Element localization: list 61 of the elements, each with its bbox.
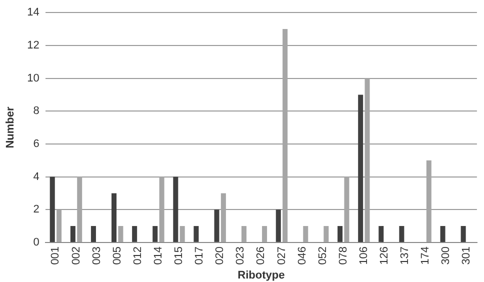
bar xyxy=(241,226,246,242)
x-tick-label: 301 xyxy=(460,246,473,265)
x-tick-label: 046 xyxy=(296,246,308,265)
x-axis-title: Ribotype xyxy=(238,269,285,282)
bar xyxy=(276,210,281,242)
y-tick-label: 4 xyxy=(33,170,40,183)
bar xyxy=(399,226,404,242)
x-tick-label: 027 xyxy=(276,246,288,265)
bar xyxy=(214,210,220,242)
bar xyxy=(324,226,329,242)
bar xyxy=(282,29,288,242)
bar xyxy=(262,226,268,242)
bar xyxy=(358,94,364,242)
x-tick-label: 137 xyxy=(399,246,412,265)
bar xyxy=(77,176,82,242)
bar xyxy=(132,226,138,242)
x-tick-label: 014 xyxy=(152,246,164,265)
bar xyxy=(159,176,164,242)
y-tick-label: 10 xyxy=(27,72,40,84)
y-tick-label: 8 xyxy=(33,105,40,118)
x-tick-label: 106 xyxy=(358,246,370,265)
x-tick-label: 001 xyxy=(50,246,62,265)
bar xyxy=(194,226,199,242)
y-tick-label: 6 xyxy=(33,138,40,150)
x-tick-label: 015 xyxy=(173,246,186,265)
x-tick-label: 026 xyxy=(255,246,268,265)
x-tick-label: 003 xyxy=(90,246,103,265)
bar xyxy=(344,176,350,242)
bar xyxy=(220,193,226,242)
y-tick-label: 0 xyxy=(33,236,40,248)
x-tick-label: 005 xyxy=(111,246,124,265)
bar xyxy=(303,226,308,242)
bar xyxy=(152,226,158,242)
x-tick-label: 017 xyxy=(194,246,206,265)
bar xyxy=(364,78,370,242)
bar xyxy=(440,226,446,242)
x-tick-label: 023 xyxy=(234,246,247,265)
bar xyxy=(426,160,432,242)
y-tick-label: 12 xyxy=(27,39,40,52)
x-tick-label: 012 xyxy=(132,246,144,265)
bar xyxy=(180,226,185,242)
bar xyxy=(460,226,466,242)
x-tick-label: 174 xyxy=(420,246,432,265)
bar xyxy=(50,176,55,242)
x-tick-label: 052 xyxy=(316,246,329,265)
x-tick-label: 078 xyxy=(337,246,350,265)
x-tick-label: 126 xyxy=(378,246,390,265)
bar xyxy=(112,193,117,242)
bar xyxy=(70,226,76,242)
bar xyxy=(118,226,124,242)
bar xyxy=(90,226,96,242)
bar xyxy=(173,176,178,242)
bar xyxy=(338,226,343,242)
y-axis-title: Number xyxy=(4,106,17,148)
x-tick-label: 300 xyxy=(440,246,452,265)
bar xyxy=(378,226,384,242)
x-tick-label: 020 xyxy=(214,246,226,265)
x-tick-label: 002 xyxy=(70,246,82,265)
y-tick-label: 14 xyxy=(27,6,40,19)
y-tick-label: 2 xyxy=(33,204,40,216)
bar xyxy=(56,210,62,242)
